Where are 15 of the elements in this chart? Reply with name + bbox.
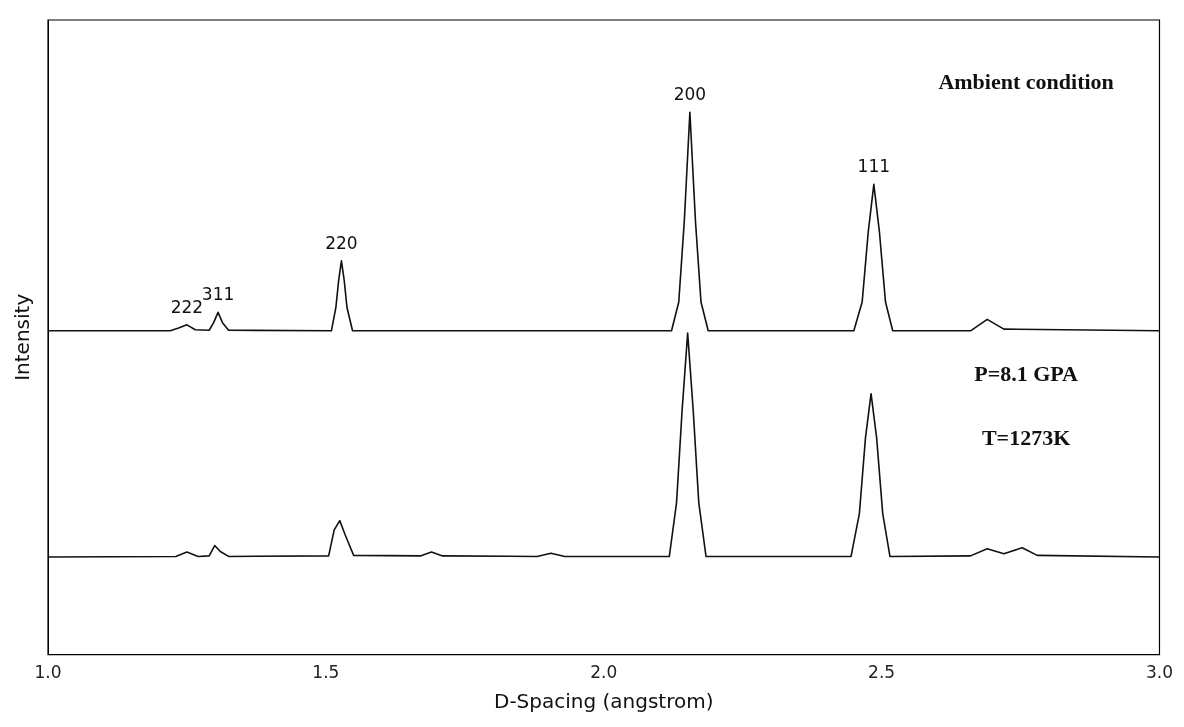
x-tick-label: 1.0 bbox=[34, 662, 62, 683]
annotation: 311 bbox=[201, 284, 235, 305]
x-tick-label: 2.0 bbox=[590, 662, 618, 683]
x-tick-label: 1.5 bbox=[312, 662, 340, 683]
x-axis-title: D-Spacing (angstrom) bbox=[493, 689, 714, 714]
x-tick-label: 3.0 bbox=[1145, 662, 1174, 683]
annotation: 200 bbox=[673, 84, 707, 105]
annotation: 111 bbox=[857, 156, 891, 177]
annotation: T=1273K bbox=[981, 424, 1071, 450]
annotation: 220 bbox=[325, 232, 358, 253]
annotation: P=8.1 GPA bbox=[974, 361, 1079, 387]
y-axis-title: Intensity bbox=[10, 293, 35, 381]
text: Ambient condition bbox=[938, 69, 1114, 95]
x-tick-label: 2.5 bbox=[868, 662, 896, 683]
annotation: 222 bbox=[170, 296, 204, 317]
